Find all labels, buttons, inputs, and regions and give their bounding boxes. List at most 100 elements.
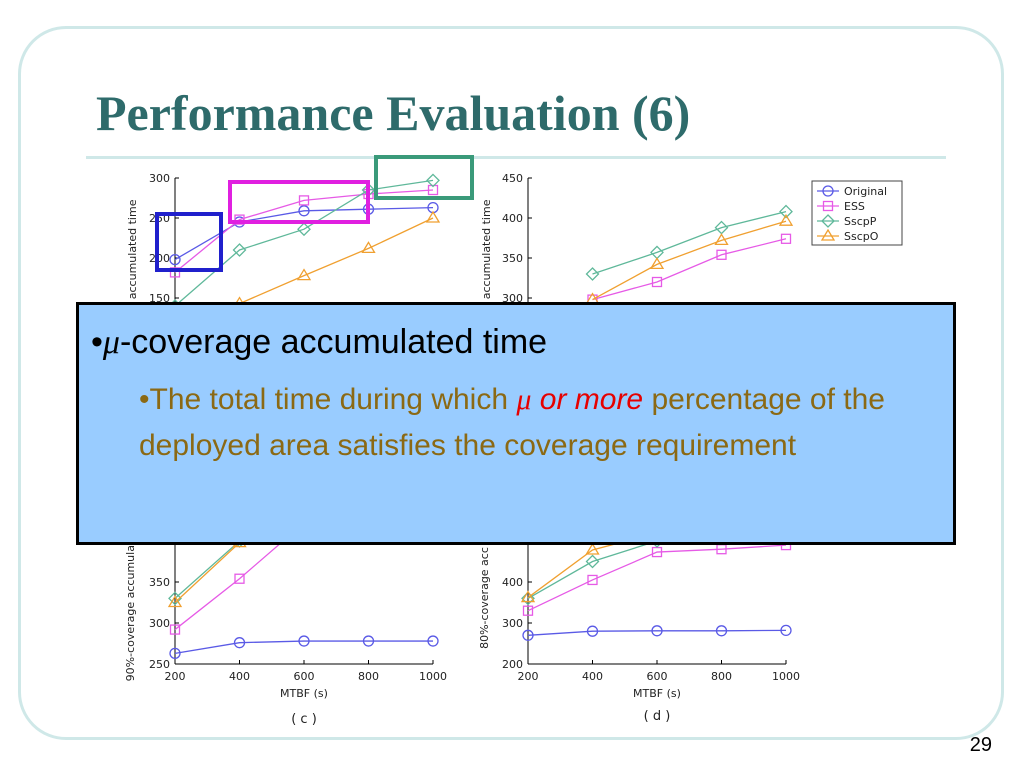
x-tick-label: 800	[711, 670, 732, 683]
y-tick-label: 200	[502, 658, 523, 671]
highlight-box-blue	[155, 212, 223, 272]
sub-mu-symbol: μ	[516, 383, 532, 416]
legend-label-sscpo: SscpO	[844, 230, 879, 243]
series-line-sscpo	[592, 220, 787, 301]
y-tick-label: 300	[502, 292, 523, 305]
point-original	[233, 637, 246, 649]
chart-d: 2003004005002004006008001000MTBF (s)( d …	[478, 500, 800, 724]
point-ess	[522, 605, 534, 616]
point-sscpp	[585, 267, 600, 281]
legend-marker-sscpp	[821, 214, 835, 228]
series-line-sscpp	[527, 540, 658, 599]
x-axis-title: MTBF (s)	[633, 687, 681, 700]
sub-marker: •	[139, 383, 150, 416]
chart-b: 300 350 400 450 ge accumulated time Original E…	[480, 172, 903, 338]
bullet-marker: •	[91, 323, 103, 361]
sub-text-start: The total time during which	[149, 383, 517, 416]
point-sscpo	[649, 257, 665, 270]
series-line-original	[174, 206, 434, 261]
series-line-ess	[527, 544, 787, 612]
series-line-sscpo	[239, 217, 434, 305]
point-original	[427, 635, 439, 647]
legend-box	[811, 180, 903, 246]
point-sscpo	[585, 542, 600, 555]
point-sscpo	[425, 210, 441, 223]
point-sscpo	[361, 241, 376, 254]
sub-or-more: or more	[531, 383, 644, 416]
y-tick-label: 350	[149, 576, 170, 589]
y-tick-label: 450	[502, 172, 523, 185]
point-sscpo	[714, 233, 729, 246]
y-tick-label: 250	[149, 658, 170, 671]
point-sscpp	[779, 204, 793, 219]
point-ess	[716, 249, 727, 260]
legend-marker-original	[822, 185, 834, 197]
point-sscpo	[296, 268, 312, 281]
slide-title: Performance Evaluation (6)	[96, 85, 691, 141]
sub-bullet: •The total time during which μ or more p…	[139, 377, 949, 469]
series-line-ess	[592, 238, 787, 301]
chart-legend: Original ESS SscpP SscpO	[811, 180, 903, 246]
y-tick-label: 150	[149, 292, 170, 305]
point-ess	[780, 233, 792, 244]
y-tick-label: 400	[502, 212, 523, 225]
point-sscpp	[521, 591, 535, 606]
point-original	[298, 205, 310, 217]
y-tick-label: 300	[502, 617, 523, 630]
series-line-original	[527, 629, 787, 636]
point-ess	[169, 267, 181, 278]
point-original	[169, 647, 181, 659]
point-sscpp	[585, 554, 600, 569]
sub-text-end: percentage of the deployed area satisfie…	[139, 383, 885, 462]
point-sscpp	[297, 222, 311, 237]
legend-label-original: Original	[844, 185, 887, 198]
x-tick-label: 800	[358, 670, 379, 683]
point-sscpo	[778, 213, 794, 226]
slide-frame	[18, 26, 1004, 740]
point-original	[651, 625, 663, 637]
point-original	[586, 625, 599, 637]
point-sscpp	[168, 591, 182, 606]
y-tick-label: 300	[149, 617, 170, 630]
point-ess	[651, 276, 663, 288]
bullet-text: -coverage accumulated time	[119, 323, 548, 361]
definition-callout: •μ-coverage accumulated time •The total …	[76, 302, 956, 545]
legend-marker-sscpo	[820, 228, 836, 241]
title-divider	[86, 156, 946, 159]
point-original	[522, 629, 534, 641]
x-axis-title: MTBF (s)	[280, 687, 328, 700]
y-axis-title: ge accumulated time	[480, 199, 493, 316]
point-original	[780, 624, 792, 637]
x-tick-label: 200	[518, 670, 539, 683]
series-line-ess	[174, 189, 434, 273]
series-line-original	[174, 640, 433, 654]
point-ess	[234, 573, 245, 584]
highlight-box-magenta	[228, 180, 370, 224]
chart-caption: ( c )	[291, 712, 317, 727]
series-line-sscpp	[592, 210, 787, 275]
point-sscpo	[520, 590, 536, 603]
point-sscpo	[167, 595, 183, 608]
x-tick-label: 400	[229, 670, 250, 683]
y-tick-label: 200	[149, 252, 170, 265]
point-ess	[169, 624, 181, 635]
point-original	[362, 635, 375, 647]
x-tick-label: 600	[647, 670, 668, 683]
x-tick-label: 1000	[419, 670, 447, 683]
highlight-box-green	[374, 155, 474, 200]
y-tick-label: 300	[149, 172, 170, 185]
x-tick-label: 600	[294, 670, 315, 683]
main-bullet: •μ-coverage accumulated time	[91, 323, 547, 362]
point-ess	[298, 195, 310, 206]
legend-label-ess: ESS	[844, 200, 865, 213]
mu-symbol: μ	[102, 324, 120, 361]
point-sscpp	[426, 173, 440, 188]
x-tick-label: 400	[582, 670, 603, 683]
legend-label-sscpp: SscpP	[844, 215, 877, 228]
point-original	[169, 253, 181, 266]
y-tick-label: 400	[502, 576, 523, 589]
y-axis-title: 80%-coverage acc	[478, 547, 491, 649]
point-ess	[234, 214, 245, 225]
chart-caption: ( d )	[644, 709, 671, 724]
point-ess	[587, 574, 598, 586]
